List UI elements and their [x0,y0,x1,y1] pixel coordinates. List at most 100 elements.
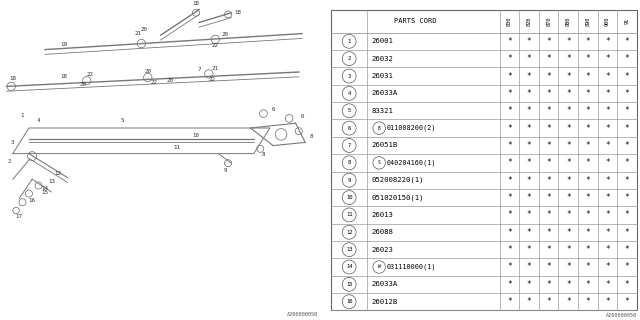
Text: *: * [625,280,629,289]
Text: 5: 5 [348,108,351,113]
Text: 9: 9 [223,168,227,173]
Text: *: * [566,141,571,150]
Text: *: * [508,106,512,115]
Text: 21: 21 [134,31,141,36]
Text: 900: 900 [605,16,610,26]
Text: 11: 11 [173,145,180,150]
Text: *: * [566,158,571,167]
Text: *: * [586,228,590,237]
Text: *: * [508,37,512,46]
Text: *: * [605,176,610,185]
Circle shape [225,11,232,18]
Text: 051020150(1): 051020150(1) [371,194,424,201]
Text: *: * [547,262,551,271]
Text: *: * [566,37,571,46]
Text: 6: 6 [300,114,304,119]
Text: *: * [508,211,512,220]
Text: 18: 18 [193,1,200,6]
Text: 3: 3 [348,74,351,78]
Text: *: * [508,228,512,237]
Text: *: * [547,72,551,81]
Text: *: * [625,106,629,115]
Text: PARTS CORD: PARTS CORD [394,18,436,24]
Text: 870: 870 [546,16,551,26]
Text: *: * [527,228,531,237]
Text: 20: 20 [167,78,174,83]
Text: 6: 6 [348,126,351,131]
Text: B: B [378,126,381,131]
Text: 16: 16 [29,198,36,203]
Text: 20: 20 [221,32,228,37]
Text: 20: 20 [144,68,151,74]
Text: 22: 22 [209,77,216,82]
Circle shape [7,82,15,91]
Text: *: * [586,158,590,167]
Circle shape [295,128,302,135]
Text: *: * [527,211,531,220]
Text: *: * [527,54,531,63]
Text: 26001: 26001 [371,38,393,44]
Text: A260000050: A260000050 [605,313,637,318]
Text: 4: 4 [37,117,40,123]
Text: *: * [508,54,512,63]
Text: 21: 21 [212,66,219,71]
Text: *: * [547,245,551,254]
Text: 17: 17 [16,213,23,219]
Text: *: * [547,37,551,46]
Text: *: * [605,37,610,46]
Text: 15: 15 [42,190,49,195]
Text: 1: 1 [20,113,24,118]
Circle shape [19,199,26,206]
Text: *: * [508,158,512,167]
Text: 91: 91 [625,18,630,24]
Text: *: * [508,193,512,202]
Text: *: * [508,89,512,98]
Circle shape [285,115,293,122]
Text: *: * [605,106,610,115]
Text: *: * [527,72,531,81]
Text: 5: 5 [120,117,124,123]
Text: 16: 16 [346,299,353,304]
Text: *: * [508,280,512,289]
Text: 13: 13 [48,179,55,184]
Circle shape [260,110,268,117]
Text: *: * [547,228,551,237]
Text: 3: 3 [11,140,15,145]
Text: *: * [508,72,512,81]
Text: 26023: 26023 [371,247,393,253]
Text: *: * [625,158,629,167]
Text: *: * [566,106,571,115]
Text: 22: 22 [150,80,157,85]
Text: 4: 4 [348,91,351,96]
Text: *: * [527,124,531,132]
Text: *: * [527,158,531,167]
Text: 18: 18 [234,10,241,15]
Text: *: * [566,228,571,237]
Text: 19: 19 [61,42,68,47]
Text: *: * [586,280,590,289]
Text: 26088: 26088 [371,229,393,235]
Text: *: * [586,193,590,202]
Text: *: * [508,124,512,132]
Text: 2: 2 [8,159,12,164]
Text: *: * [625,37,629,46]
Circle shape [211,35,220,44]
Text: *: * [527,297,531,306]
Circle shape [205,70,213,78]
Text: *: * [508,141,512,150]
Text: 890: 890 [586,16,590,26]
Text: *: * [625,141,629,150]
Text: *: * [508,176,512,185]
Text: *: * [547,297,551,306]
Text: 26013: 26013 [371,212,393,218]
Text: *: * [605,124,610,132]
Text: *: * [566,54,571,63]
Text: *: * [625,297,629,306]
Text: 820: 820 [527,16,532,26]
Text: *: * [586,262,590,271]
Text: *: * [625,193,629,202]
Text: 26012B: 26012B [371,299,397,305]
Text: *: * [527,193,531,202]
Text: 12: 12 [54,171,61,176]
Text: *: * [508,262,512,271]
